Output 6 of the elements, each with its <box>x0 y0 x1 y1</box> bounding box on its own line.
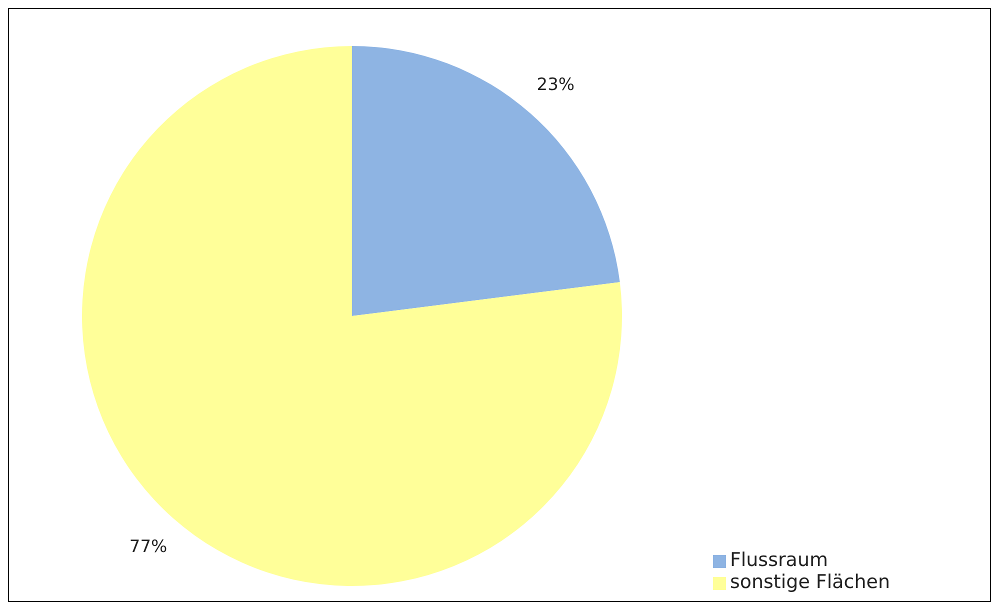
pie-slice <box>82 46 622 586</box>
legend-label: sonstige Flächen <box>730 571 890 593</box>
legend-label: Flussraum <box>730 549 828 571</box>
pie-slice <box>352 46 620 316</box>
data-label: 23% <box>536 74 575 95</box>
data-label: 77% <box>129 537 168 558</box>
